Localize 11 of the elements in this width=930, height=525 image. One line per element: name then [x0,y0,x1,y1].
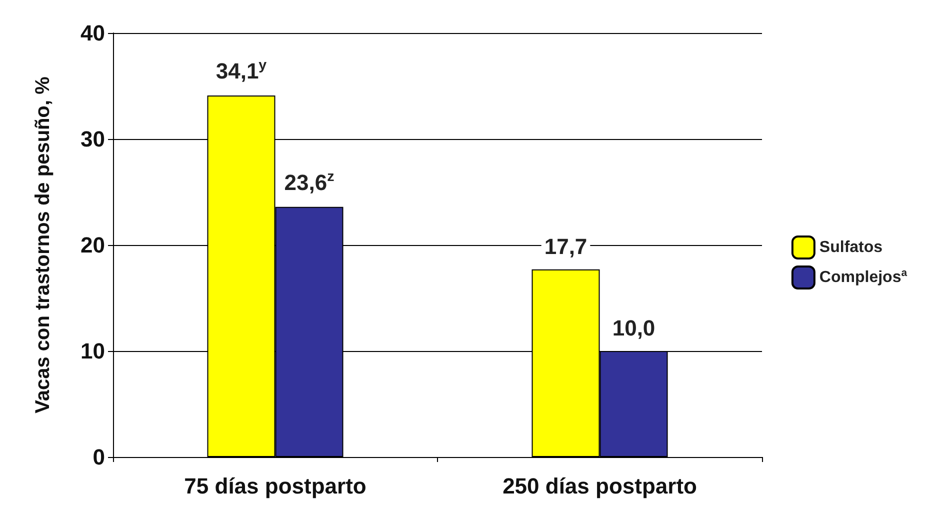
y-tick-label: 30 [80,126,105,152]
y-axis-title: Vacas con trastornos de pesuño, % [32,76,54,414]
x-tick-label: 75 días postparto [184,474,366,498]
x-tick-label: 250 días postparto [502,474,697,498]
data-label: 10,0 [612,316,656,340]
y-tick-label: 0 [92,444,105,470]
data-label: 17,7 [544,234,588,259]
y-tick-label: 20 [80,232,105,258]
y-tick-label: 40 [80,20,105,46]
y-tick-label: 10 [80,338,105,364]
legend-label: Sulfatos [819,239,883,256]
